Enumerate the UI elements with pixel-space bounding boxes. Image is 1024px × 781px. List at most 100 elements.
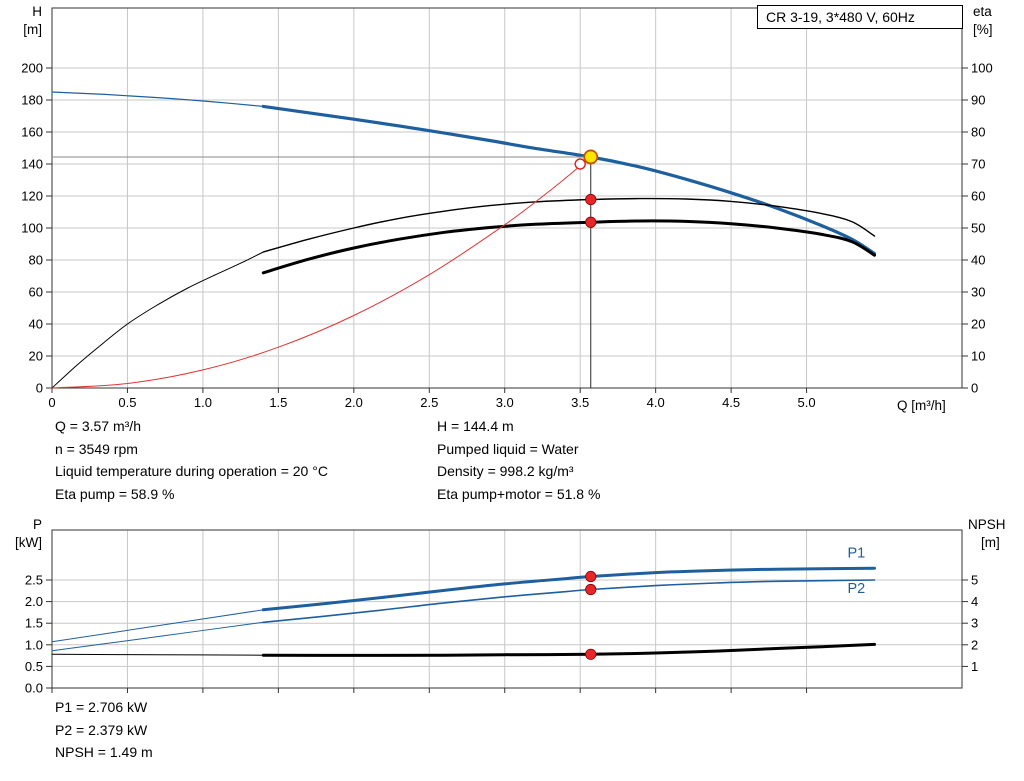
svg-text:2: 2 [971,637,978,652]
pump-model-box: CR 3-19, 3*480 V, 60Hz [757,5,963,29]
info-p2: P2 = 2.379 kW [55,721,148,738]
h-axis-title: H [32,4,42,19]
h-axis-title-block: H [m] [0,3,42,39]
svg-text:1: 1 [971,659,978,674]
p-axis-title-block: P [kW] [0,516,42,552]
svg-text:20: 20 [29,349,43,364]
svg-text:90: 90 [971,93,985,108]
eta-axis-title: eta [973,4,992,19]
npsh-axis-unit: [m] [981,535,1000,550]
svg-text:160: 160 [21,125,43,140]
series-label-P1: P1 [847,546,865,562]
svg-text:1.5: 1.5 [269,395,287,410]
svg-text:2.5: 2.5 [25,572,43,587]
info-npsh: NPSH = 1.49 m [55,744,153,760]
eta-pump-curve [262,197,876,253]
power-npsh-chart: 0.0 0.5 1.0 1.5 2.0 2.5 1 2 3 4 5 P1 P2 [25,529,978,696]
svg-text:2.0: 2.0 [25,594,43,609]
svg-text:10: 10 [971,349,985,364]
info-flow: Q = 3.57 m³/h [55,418,141,434]
npsh-curve [261,642,876,657]
q-axis-title: Q [m³/h] [897,398,946,413]
plot-frame [51,529,963,689]
svg-text:4: 4 [971,594,978,609]
system-curve [51,156,592,389]
svg-text:40: 40 [971,253,985,268]
svg-text:0: 0 [36,381,43,396]
svg-text:1.0: 1.0 [194,395,212,410]
p2-low-flow [51,621,264,652]
info-liquid-temp: Liquid temperature during operation = 20… [55,463,328,479]
info-eta-pump: Eta pump = 58.9 % [55,485,175,502]
svg-text:0.5: 0.5 [118,395,136,410]
svg-text:50: 50 [971,221,985,236]
svg-text:70: 70 [971,157,985,172]
series-label-P2: P2 [847,581,865,597]
svg-text:20: 20 [971,317,985,332]
info-head: H = 144.4 m [437,418,514,434]
eta-pump-duty-dot [585,193,597,206]
svg-text:30: 30 [971,285,985,300]
info-density: Density = 998.2 kg/m³ [437,463,574,479]
p1-low-flow [51,609,264,643]
p-axis-unit: [kW] [15,535,42,550]
eta-axis-unit: [%] [973,22,993,37]
duty-info-right: H = 144.4 m Pumped liquid = Water Densit… [437,415,600,505]
info-eta-pump-motor: Eta pump+motor = 51.8 % [437,485,601,502]
npsh-axis-title-block: NPSH [m] [968,516,1006,552]
svg-text:0.0: 0.0 [25,681,43,696]
duty-point-marker[interactable] [583,149,599,165]
npsh-duty-dot [585,648,597,660]
plot-frame [51,7,963,389]
requested-duty-marker [574,158,586,170]
svg-text:3.0: 3.0 [496,395,514,410]
svg-text:100: 100 [971,61,993,76]
eta-axis-title-block: eta [%] [973,3,993,39]
p1-duty-dot [585,570,597,583]
eta-pump-motor-curve [261,219,876,275]
svg-text:5: 5 [971,572,978,587]
pump-curve [261,104,877,256]
eta-pump-motor-duty-dot [585,216,597,228]
p-axis-title: P [32,517,42,532]
svg-text:0.5: 0.5 [25,659,43,674]
svg-text:200: 200 [21,61,43,76]
svg-text:40: 40 [29,317,43,332]
p2-curve [262,579,876,624]
info-pumped-liquid: Pumped liquid = Water [437,440,579,457]
svg-text:0: 0 [48,395,55,410]
eta-pump-low-flow [51,251,264,389]
npsh-axis-title: NPSH [968,517,1006,532]
power-info: P1 = 2.706 kW P2 = 2.379 kW NPSH = 1.49 … [55,696,153,764]
svg-text:100: 100 [21,221,43,236]
hq-eta-chart: 0 20 40 60 80 100 120 140 160 180 200 0 10 20 30 40 50 60… [21,7,993,411]
svg-text:0: 0 [971,381,978,396]
svg-text:120: 120 [21,189,43,204]
svg-text:2.0: 2.0 [345,395,363,410]
svg-text:3.5: 3.5 [571,395,589,410]
svg-text:5.0: 5.0 [798,395,816,410]
svg-text:4.5: 4.5 [722,395,740,410]
npsh-low-flow [51,653,264,656]
p2-duty-dot [585,583,597,596]
h-axis-unit: [m] [23,22,42,37]
svg-text:1.5: 1.5 [25,616,43,631]
axis-ticks: 0 20 40 60 80 100 120 140 160 180 200 0 10 20 30 40 50 60… [21,61,992,411]
p1-curve [261,566,876,612]
info-p1: P1 = 2.706 kW [55,699,148,715]
svg-text:4.0: 4.0 [647,395,665,410]
svg-text:60: 60 [29,285,43,300]
svg-text:60: 60 [971,189,985,204]
pump-curve-low-flow [51,91,264,107]
svg-text:1.0: 1.0 [25,637,43,652]
svg-text:140: 140 [21,157,43,172]
svg-text:3: 3 [971,616,978,631]
svg-text:80: 80 [29,253,43,268]
gridlines [52,530,962,688]
axis-ticks: 0.0 0.5 1.0 1.5 2.0 2.5 1 2 3 4 5 [25,572,978,695]
info-speed: n = 3549 rpm [55,440,138,457]
svg-text:180: 180 [21,93,43,108]
svg-text:2.5: 2.5 [420,395,438,410]
